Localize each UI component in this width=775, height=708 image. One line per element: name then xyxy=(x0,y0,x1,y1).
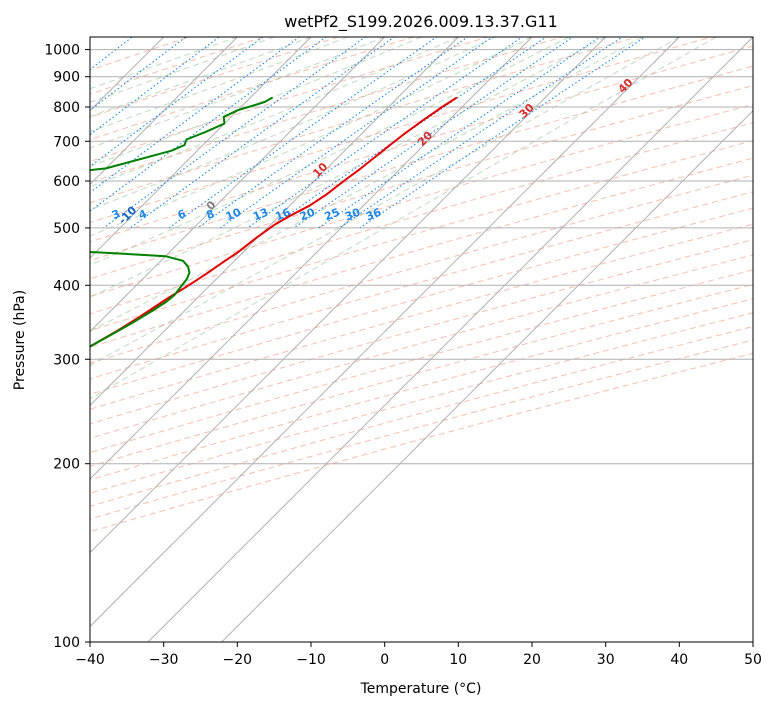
dry-adiabat-line xyxy=(90,37,714,224)
mixing-ratio-label: 36 xyxy=(364,206,383,224)
sounding-series xyxy=(90,96,458,348)
mixing-ratio-line xyxy=(90,37,187,111)
y-tick-label: 100 xyxy=(53,635,80,651)
mixing-ratio-line xyxy=(318,37,601,229)
temperature-profile xyxy=(90,96,458,348)
plot-area: 0.10.20.40.611.52346810131620253036-100-… xyxy=(15,37,753,642)
mixing-ratio-line xyxy=(90,37,220,136)
dry-adiabat-line xyxy=(90,37,415,141)
moist-adiabat-line xyxy=(90,37,422,167)
mixing-ratio-line xyxy=(129,37,396,229)
moist-adiabat-line xyxy=(90,37,717,400)
dry-adiabat-line xyxy=(90,157,753,348)
mixing-ratio-line xyxy=(90,37,301,194)
mixing-ratio-label: 16 xyxy=(273,206,292,224)
dry-adiabat-line xyxy=(90,239,753,425)
dry-adiabat-line xyxy=(90,37,565,183)
isotherm-line xyxy=(220,109,753,642)
dry-adiabat-line xyxy=(90,352,753,533)
moist-adiabat-line xyxy=(90,37,570,266)
isotherm-line xyxy=(147,37,753,642)
mixing-ratio-line xyxy=(168,37,438,229)
x-tick-label: 20 xyxy=(523,652,541,668)
mixing-ratio-label: 3 xyxy=(110,207,122,222)
moist-adiabat-line xyxy=(90,37,459,188)
isotherm-line xyxy=(90,37,607,554)
x-tick-label: 50 xyxy=(744,652,762,668)
x-tick-label: 0 xyxy=(380,652,389,668)
mixing-ratio-line xyxy=(103,37,367,229)
y-axis-label: Pressure (hPa) xyxy=(12,290,28,390)
moist-adiabat-line xyxy=(90,37,606,298)
mixing-ratio-line xyxy=(338,37,624,229)
y-axis-ticks: 100 200 300 400 500 600 700 800 900 1000 xyxy=(44,43,90,651)
plot-frame xyxy=(89,36,754,643)
mixing-ratio-label: 30 xyxy=(343,206,362,224)
dry-adiabat-line xyxy=(90,45,753,243)
chart-title: wetPf2_S199.2026.009.13.37.G11 xyxy=(284,12,558,32)
moist-adiabat-line xyxy=(90,37,496,211)
isotherm-line xyxy=(90,37,239,186)
y-tick-label: 600 xyxy=(53,174,80,190)
dry-adiabat-line xyxy=(90,37,639,204)
mixing-ratio-line xyxy=(247,37,524,229)
mixing-ratio-label: 2 xyxy=(74,207,86,222)
isotherm-line xyxy=(90,37,681,628)
mixing-ratio-label: 8 xyxy=(204,207,216,222)
moist-adiabat-line xyxy=(90,37,275,103)
dry-adiabat-line xyxy=(90,65,753,262)
x-axis-label: Temperature (°C) xyxy=(360,681,482,697)
mixing-ratio-line xyxy=(293,37,574,229)
x-tick-label: −10 xyxy=(296,652,326,668)
x-tick-label: 10 xyxy=(449,652,467,668)
mixing-ratio-label: 10 xyxy=(224,206,243,224)
dewpoint-profile xyxy=(90,96,274,348)
dry-adiabat-line xyxy=(90,140,753,332)
y-tick-label: 200 xyxy=(53,457,80,473)
mixing-ratio-label: 1 xyxy=(15,207,27,222)
isotherm-line xyxy=(90,37,386,333)
x-axis-ticks: −40 −30 −20 −10 0 10 20 30 40 50 xyxy=(75,642,762,668)
mixing-ratio-line xyxy=(220,37,494,229)
y-tick-label: 1000 xyxy=(44,43,80,59)
x-tick-label: −30 xyxy=(149,652,179,668)
mixing-ratio-line xyxy=(90,37,264,168)
y-tick-label: 800 xyxy=(53,100,80,116)
dry-adiabat-line xyxy=(90,269,753,454)
y-tick-label: 400 xyxy=(53,278,80,294)
moist-adiabat-line xyxy=(90,37,643,332)
isotherm-line xyxy=(90,37,533,480)
y-tick-label: 300 xyxy=(53,352,80,368)
dry-adiabat-line xyxy=(90,37,191,71)
mixing-ratio-label: 25 xyxy=(323,206,342,224)
dry-adiabat-line xyxy=(90,326,753,507)
y-tick-label: 700 xyxy=(53,134,80,150)
dry-adiabat-line xyxy=(90,37,340,118)
moist-adiabat-line xyxy=(90,37,533,237)
mixing-ratio-lines xyxy=(90,37,647,229)
dry-adiabat-line xyxy=(90,298,753,481)
x-tick-label: 30 xyxy=(597,652,615,668)
x-tick-label: −40 xyxy=(75,652,105,668)
y-tick-label: 900 xyxy=(53,70,80,86)
pressure-gridlines xyxy=(90,49,753,642)
dry-adiabats xyxy=(90,37,753,533)
y-tick-label: 500 xyxy=(53,221,80,237)
mixing-ratio-line xyxy=(359,37,647,229)
mixing-ratio-line xyxy=(269,37,548,229)
x-tick-label: −20 xyxy=(223,652,253,668)
x-tick-label: 40 xyxy=(670,652,688,668)
dry-adiabat-line xyxy=(90,122,753,315)
mixing-ratio-line xyxy=(90,37,133,71)
isotherm-line xyxy=(90,37,165,112)
mixing-ratio-label: 13 xyxy=(251,206,270,224)
